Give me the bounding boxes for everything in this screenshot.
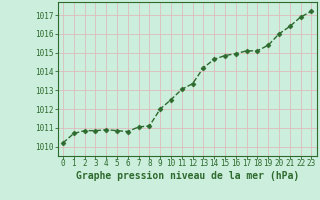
X-axis label: Graphe pression niveau de la mer (hPa): Graphe pression niveau de la mer (hPa) xyxy=(76,171,299,181)
